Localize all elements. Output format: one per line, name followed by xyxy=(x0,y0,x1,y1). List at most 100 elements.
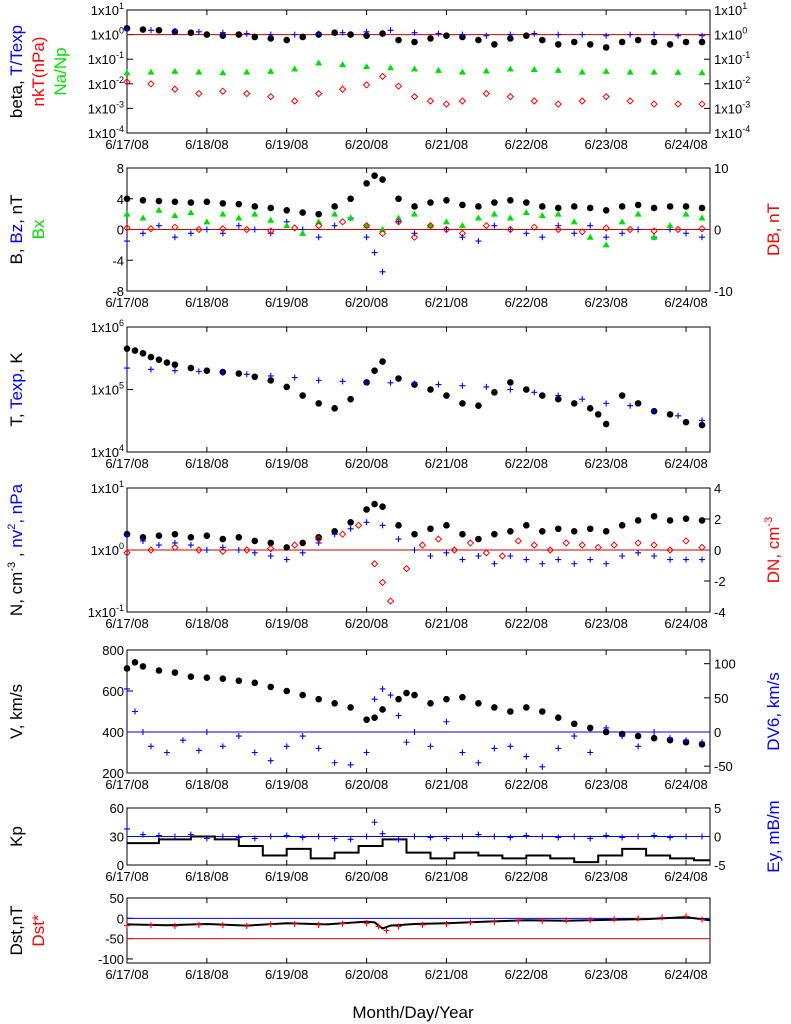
data-point xyxy=(291,541,299,549)
data-point xyxy=(634,539,642,547)
data-point xyxy=(507,226,514,233)
data-point xyxy=(347,525,354,532)
data-point xyxy=(187,542,194,549)
data-point xyxy=(155,667,163,674)
y-tick-label: 0 xyxy=(117,223,124,238)
data-point xyxy=(203,729,210,735)
series-1 xyxy=(127,835,710,864)
data-point xyxy=(315,695,322,703)
data-point xyxy=(124,365,130,372)
data-point xyxy=(635,226,642,233)
x-tick-label: 6/19/08 xyxy=(265,967,308,982)
y-tick-label: 200 xyxy=(102,766,124,781)
data-point xyxy=(299,392,306,399)
data-point xyxy=(594,411,602,418)
y-tick-label: 1x10-1 xyxy=(714,50,750,67)
panel-5: 6/17/08 6/18/08 6/19/08 6/20/08 6/21/08 6/22/… xyxy=(7,643,783,792)
y-tick-label: -50 xyxy=(105,932,124,947)
data-point xyxy=(562,539,570,547)
data-point xyxy=(411,530,418,538)
x-tick-label: 6/19/08 xyxy=(265,616,308,631)
data-point xyxy=(482,221,491,230)
data-point xyxy=(235,834,242,841)
y-tick-label: 2 xyxy=(714,512,721,527)
data-point xyxy=(124,238,130,245)
data-point xyxy=(651,408,658,415)
y-tick-label: 0 xyxy=(714,543,721,558)
data-point xyxy=(387,379,394,386)
data-point xyxy=(123,665,131,672)
data-point xyxy=(363,234,370,241)
data-point xyxy=(674,68,682,75)
data-point xyxy=(554,395,562,403)
data-point xyxy=(363,716,370,723)
data-point xyxy=(699,916,706,923)
x-tick-label: 6/21/08 xyxy=(425,616,468,631)
data-point xyxy=(315,210,322,218)
x-tick-label: 6/18/08 xyxy=(185,295,228,310)
data-point xyxy=(554,66,562,73)
data-point xyxy=(443,835,450,842)
data-point xyxy=(171,67,179,74)
data-point xyxy=(283,544,291,551)
data-point xyxy=(538,528,546,535)
data-point xyxy=(147,546,155,554)
data-point xyxy=(539,234,546,241)
data-point xyxy=(554,204,562,212)
data-point xyxy=(171,198,179,206)
data-point xyxy=(379,685,386,692)
x-tick-label: 6/20/08 xyxy=(345,777,388,792)
x-tick-label: 6/17/08 xyxy=(105,295,148,310)
data-point xyxy=(291,921,298,927)
data-point xyxy=(331,700,338,707)
data-point xyxy=(283,383,291,391)
data-point xyxy=(123,549,131,557)
data-point xyxy=(219,547,227,556)
y-tick-label: 4 xyxy=(117,192,124,207)
data-point xyxy=(603,560,610,567)
data-point xyxy=(666,546,674,554)
data-point xyxy=(219,200,227,207)
data-point xyxy=(539,918,546,925)
data-point xyxy=(523,199,530,206)
data-point xyxy=(475,535,482,543)
data-point xyxy=(243,30,250,37)
series-4 xyxy=(123,72,706,108)
y-tick-label: 1x105 xyxy=(91,381,124,398)
data-point xyxy=(419,921,426,928)
data-point xyxy=(435,381,442,388)
data-point xyxy=(603,400,610,407)
x-tick-label: 6/19/08 xyxy=(265,295,308,310)
data-point xyxy=(354,521,363,530)
data-point xyxy=(371,367,378,374)
data-point xyxy=(427,35,434,42)
data-point xyxy=(699,32,706,39)
data-point xyxy=(698,225,706,233)
data-point xyxy=(650,541,658,549)
data-point xyxy=(586,41,594,48)
data-point xyxy=(411,65,419,72)
x-tick-label: 6/20/08 xyxy=(345,456,388,471)
data-point xyxy=(507,743,514,750)
y-axis-label-left: Kp xyxy=(7,826,26,847)
data-point xyxy=(315,234,322,241)
data-point xyxy=(363,519,370,526)
y-tick-label: 8 xyxy=(117,161,124,176)
data-point xyxy=(314,89,323,98)
data-point xyxy=(171,223,179,231)
data-point xyxy=(514,537,523,545)
series-1 xyxy=(123,345,706,429)
y-tick-label: -2 xyxy=(714,574,726,589)
data-point xyxy=(443,32,450,40)
y-tick-label: 1x10-4 xyxy=(88,124,124,141)
data-point xyxy=(251,749,258,756)
data-point xyxy=(554,100,562,108)
y-tick-label: 0 xyxy=(714,223,721,238)
data-point xyxy=(267,544,275,553)
x-tick-label: 6/21/08 xyxy=(425,967,468,982)
data-point xyxy=(434,66,442,73)
data-point xyxy=(698,38,706,46)
data-point xyxy=(482,67,490,74)
data-point xyxy=(586,525,594,533)
panel-1: 6/17/08 6/18/08 6/19/08 6/20/08 6/21/08 6/22/… xyxy=(7,1,750,152)
